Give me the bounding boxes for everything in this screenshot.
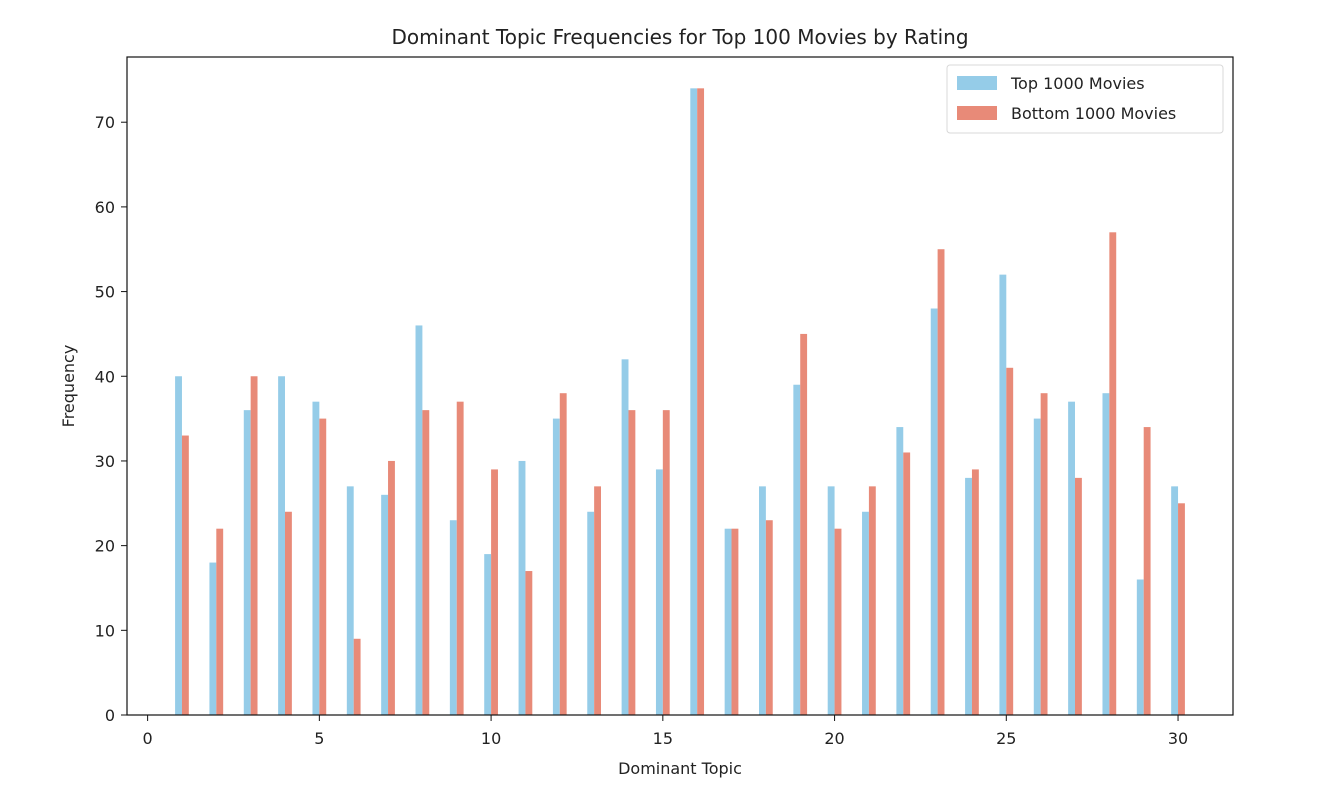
- bottom-1000-bar: [319, 418, 327, 715]
- top-1000-bar: [278, 376, 285, 715]
- x-tick-label: 0: [143, 729, 153, 748]
- x-tick-label: 10: [481, 729, 501, 748]
- series-bottom-1000-bars: [181, 88, 1185, 716]
- chart-title: Dominant Topic Frequencies for Top 100 M…: [391, 25, 968, 49]
- bottom-1000-bar: [971, 469, 979, 715]
- top-1000-bar: [862, 511, 869, 715]
- top-1000-bar: [724, 528, 732, 715]
- top-1000-bar: [690, 88, 698, 715]
- series-top-1000-bars: [175, 88, 1179, 715]
- bottom-1000-bar: [388, 460, 395, 715]
- legend-label-top-1000: Top 1000 Movies: [1010, 74, 1145, 93]
- top-1000-bar: [587, 511, 595, 715]
- top-1000-bar: [655, 469, 663, 715]
- top-1000-bar: [930, 308, 938, 715]
- top-1000-bar: [209, 562, 217, 715]
- bottom-1000-bar: [628, 410, 636, 715]
- y-tick-label: 30: [95, 452, 115, 471]
- y-tick-label: 70: [95, 113, 115, 132]
- top-1000-bar: [312, 401, 320, 715]
- x-tick-label: 25: [996, 729, 1016, 748]
- top-1000-bar: [621, 359, 629, 715]
- top-1000-bar: [759, 486, 766, 715]
- bottom-1000-bar: [285, 511, 292, 715]
- y-tick-label: 50: [95, 283, 115, 302]
- top-1000-bar: [449, 520, 457, 715]
- bars: [175, 88, 1185, 716]
- bottom-1000-bar: [1006, 367, 1014, 715]
- top-1000-bar: [1102, 393, 1110, 715]
- top-1000-bar: [827, 486, 835, 715]
- plot-frame: [126, 56, 1234, 716]
- bottom-1000-bar: [1040, 393, 1048, 715]
- y-tick-label: 40: [95, 367, 115, 386]
- top-1000-bar: [415, 325, 423, 715]
- y-tick-label: 10: [95, 621, 115, 640]
- bottom-1000-bar: [731, 528, 739, 715]
- bottom-1000-bar: [456, 401, 464, 715]
- bottom-1000-bar: [903, 452, 911, 715]
- legend-box: [946, 64, 1224, 134]
- bottom-1000-bar: [1178, 503, 1185, 715]
- y-axis-label: Frequency: [59, 345, 78, 428]
- bottom-1000-bar: [250, 376, 258, 715]
- y-tick-label: 0: [105, 706, 115, 725]
- top-1000-bar: [175, 376, 182, 715]
- top-1000-bar: [793, 384, 801, 715]
- top-1000-bar: [999, 274, 1007, 715]
- legend-label-bottom-1000: Bottom 1000 Movies: [1011, 104, 1176, 123]
- y-tick-label: 60: [95, 198, 115, 217]
- x-axis-ticks: 0 5 10 15 20 25 30: [143, 715, 1188, 748]
- top-1000-bar: [484, 554, 492, 715]
- top-1000-bar: [243, 410, 251, 715]
- bottom-1000-bar: [765, 520, 773, 715]
- bottom-1000-bar: [594, 486, 601, 715]
- x-tick-label: 15: [653, 729, 673, 748]
- bottom-1000-bar: [1109, 232, 1117, 716]
- bottom-1000-bar: [525, 571, 533, 715]
- bottom-1000-bar: [559, 393, 567, 715]
- bottom-1000-bar: [181, 435, 189, 715]
- top-1000-bar: [896, 427, 904, 715]
- bottom-1000-bar: [216, 528, 224, 715]
- bottom-1000-bar: [1075, 477, 1082, 715]
- bottom-1000-bar: [353, 638, 361, 715]
- bottom-1000-bar: [422, 410, 430, 715]
- top-1000-bar: [518, 460, 526, 715]
- top-1000-bar: [346, 486, 354, 715]
- bottom-1000-bar: [868, 486, 876, 715]
- top-1000-bar: [1136, 579, 1144, 715]
- x-axis-label: Dominant Topic: [618, 759, 742, 778]
- top-1000-bar: [381, 494, 389, 715]
- legend-swatch-bottom-1000: [957, 106, 997, 120]
- bottom-1000-bar: [662, 410, 670, 715]
- bottom-1000-bar: [491, 469, 498, 715]
- y-axis-ticks: 0 10 20 30 40 50 60 70: [95, 113, 127, 725]
- x-tick-label: 30: [1168, 729, 1188, 748]
- top-1000-bar: [965, 477, 972, 715]
- bottom-1000-bar: [834, 528, 842, 715]
- x-tick-label: 20: [824, 729, 844, 748]
- top-1000-bar: [1171, 486, 1179, 715]
- top-1000-bar: [1068, 401, 1075, 715]
- top-1000-bar: [552, 418, 560, 715]
- top-1000-bar: [1033, 418, 1041, 715]
- bottom-1000-bar: [1143, 427, 1151, 715]
- y-tick-label: 20: [95, 537, 115, 556]
- legend: Top 1000 Movies Bottom 1000 Movies: [946, 64, 1224, 134]
- bottom-1000-bar: [697, 88, 705, 715]
- bottom-1000-bar: [937, 249, 945, 716]
- legend-swatch-top-1000: [957, 76, 997, 90]
- bottom-1000-bar: [800, 333, 808, 715]
- x-tick-label: 5: [314, 729, 324, 748]
